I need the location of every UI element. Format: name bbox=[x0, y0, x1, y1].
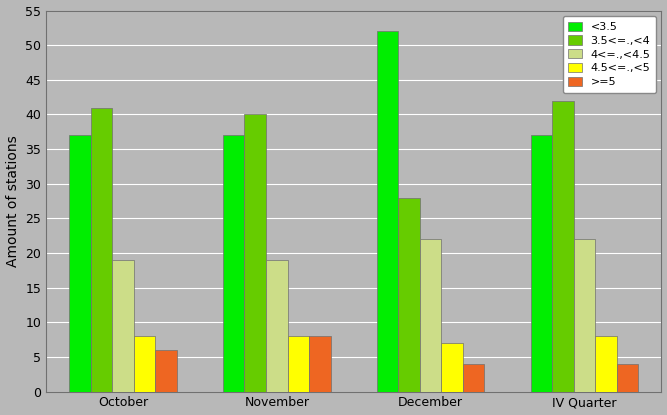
Y-axis label: Amount of stations: Amount of stations bbox=[5, 135, 19, 267]
Bar bbox=[309, 336, 331, 392]
Bar bbox=[155, 350, 177, 392]
Bar bbox=[420, 239, 442, 392]
Bar bbox=[552, 100, 574, 392]
Bar bbox=[442, 343, 463, 392]
Bar bbox=[398, 198, 420, 392]
Bar bbox=[287, 336, 309, 392]
Bar bbox=[112, 260, 133, 392]
Bar bbox=[463, 364, 484, 392]
Bar bbox=[91, 107, 112, 392]
Bar bbox=[617, 364, 638, 392]
Bar bbox=[595, 336, 617, 392]
Bar bbox=[245, 115, 266, 392]
Bar bbox=[574, 239, 595, 392]
Bar bbox=[223, 135, 245, 392]
Bar bbox=[531, 135, 552, 392]
Bar bbox=[69, 135, 91, 392]
Bar bbox=[133, 336, 155, 392]
Legend: <3.5, 3.5<=.,<4, 4<=.,<4.5, 4.5<=.,<5, >=5: <3.5, 3.5<=.,<4, 4<=.,<4.5, 4.5<=.,<5, >… bbox=[563, 16, 656, 93]
Bar bbox=[377, 32, 398, 392]
Bar bbox=[266, 260, 287, 392]
